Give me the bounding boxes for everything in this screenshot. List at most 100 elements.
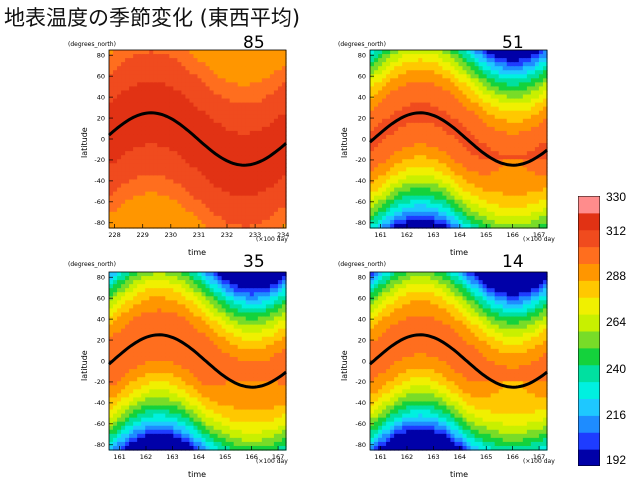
- heatmap-cell: [185, 134, 191, 140]
- heatmap-cell: [197, 110, 203, 116]
- heatmap-cell: [117, 110, 122, 116]
- heatmap-cell: [137, 223, 142, 229]
- heatmap-cell: [141, 223, 146, 229]
- heatmap-cell: [113, 106, 118, 112]
- heatmap-cell: [402, 82, 407, 88]
- heatmap-cell: [153, 90, 158, 96]
- heatmap-cell: [237, 203, 243, 209]
- heatmap-cell: [245, 167, 251, 172]
- heatmap-cell: [249, 62, 255, 67]
- heatmap-cell: [374, 159, 379, 164]
- heatmap-cell: [229, 98, 235, 104]
- heatmap-cell: [173, 147, 178, 152]
- heatmap-cell: [181, 211, 187, 217]
- heatmap-cell: [237, 167, 243, 172]
- heatmap-cell: [249, 98, 255, 104]
- y-tick-label: 80: [97, 52, 105, 60]
- heatmap-cell: [201, 54, 207, 59]
- heatmap-cell: [173, 122, 178, 128]
- heatmap-cell: [225, 171, 231, 177]
- heatmap-cell: [253, 211, 259, 217]
- heatmap-cell: [125, 167, 130, 172]
- heatmap-cell: [390, 102, 395, 108]
- heatmap-cell: [269, 211, 275, 217]
- heatmap-cell: [217, 195, 223, 201]
- heatmap-cell: [281, 219, 287, 225]
- heatmap-cell: [269, 118, 275, 124]
- heatmap-cell: [201, 86, 207, 92]
- heatmap-cell: [133, 102, 138, 108]
- heatmap-cell: [265, 215, 271, 221]
- heatmap-cell: [117, 163, 122, 168]
- heatmap-cell: [277, 74, 283, 79]
- heatmap-cell: [193, 175, 199, 181]
- heatmap-cell: [173, 50, 178, 55]
- heatmap-cell: [205, 151, 211, 156]
- heatmap-cell: [185, 94, 191, 100]
- heatmap-cell: [161, 70, 166, 75]
- heatmap-cell: [382, 66, 387, 71]
- heatmap-cell: [402, 122, 407, 128]
- heatmap-cell: [237, 70, 243, 75]
- y-tick-label: 20: [97, 114, 105, 122]
- heatmap-cell: [273, 102, 279, 108]
- heatmap-cell: [249, 94, 255, 100]
- heatmap-cell: [153, 183, 158, 189]
- heatmap-cell: [253, 207, 259, 213]
- heatmap-cell: [418, 82, 423, 88]
- heatmap-cell: [378, 151, 383, 156]
- heatmap-cell: [233, 191, 239, 197]
- heatmap-cell: [261, 98, 267, 104]
- heatmap-cell: [205, 82, 211, 88]
- heatmap-cell: [121, 219, 126, 225]
- heatmap-cell: [157, 163, 162, 168]
- heatmap-cell: [410, 207, 415, 213]
- heatmap-cell: [257, 106, 263, 112]
- heatmap-cell: [169, 122, 174, 128]
- heatmap-cell: [217, 215, 223, 221]
- heatmap-cell: [181, 122, 187, 128]
- heatmap-cell: [145, 118, 150, 124]
- heatmap-cell: [394, 171, 399, 177]
- heatmap-cell: [173, 114, 178, 120]
- heatmap-cell: [129, 223, 134, 229]
- heatmap-cell: [141, 90, 146, 96]
- heatmap-cell: [402, 215, 407, 221]
- heatmap-cell: [245, 66, 251, 71]
- heatmap-cell: [414, 159, 419, 164]
- heatmap-cell: [414, 191, 419, 197]
- heatmap-cell: [117, 134, 122, 140]
- heatmap-cell: [386, 106, 391, 112]
- heatmap-cell: [113, 54, 118, 59]
- heatmap-cell: [241, 191, 247, 197]
- heatmap-cell: [113, 78, 118, 83]
- heatmap-cell: [117, 106, 122, 112]
- heatmap-cell: [133, 219, 138, 225]
- heatmap-cell: [121, 82, 126, 88]
- heatmap-cell: [209, 62, 215, 67]
- heatmap-cell: [370, 54, 375, 59]
- heatmap-cell: [165, 130, 170, 136]
- heatmap-cell: [133, 191, 138, 197]
- heatmap-cell: [237, 54, 243, 59]
- heatmap-cell: [157, 54, 162, 59]
- heatmap-cell: [233, 155, 239, 160]
- heatmap-cell: [269, 70, 275, 75]
- heatmap-cell: [189, 98, 195, 104]
- heatmap-cell: [141, 163, 146, 168]
- heatmap-cell: [225, 102, 231, 108]
- heatmap-cell: [165, 147, 170, 152]
- heatmap-cell: [209, 175, 215, 181]
- heatmap-cell: [169, 163, 174, 168]
- heatmap-cell: [181, 50, 187, 55]
- heatmap-cell: [402, 110, 407, 116]
- heatmap-cell: [273, 94, 279, 100]
- heatmap-cell: [390, 50, 395, 55]
- heatmap-cell: [109, 58, 114, 63]
- heatmap-cell: [261, 126, 267, 132]
- heatmap-cell: [145, 66, 150, 71]
- heatmap-cell: [117, 179, 122, 185]
- heatmap-cell: [410, 223, 415, 229]
- heatmap-cell: [390, 90, 395, 96]
- heatmap-cell: [165, 187, 170, 193]
